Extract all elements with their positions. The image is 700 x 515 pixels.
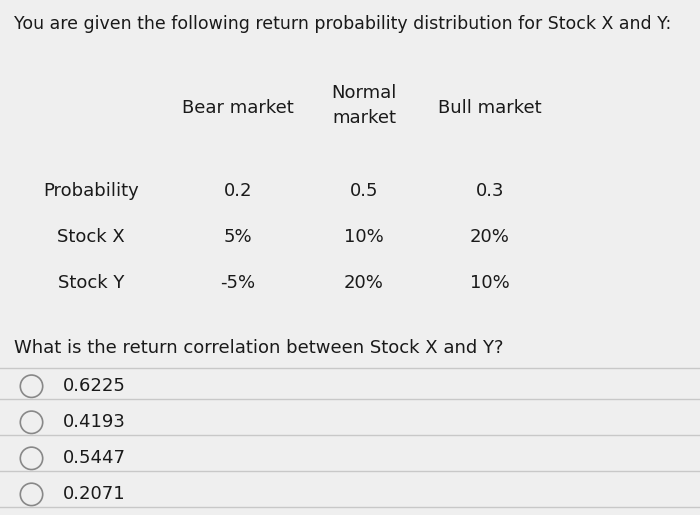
Text: 20%: 20% — [470, 228, 510, 246]
Text: Probability: Probability — [43, 182, 139, 199]
Text: 10%: 10% — [470, 274, 510, 292]
Text: 0.4193: 0.4193 — [63, 414, 126, 431]
Text: 20%: 20% — [344, 274, 384, 292]
Text: 5%: 5% — [224, 228, 252, 246]
Text: 0.5447: 0.5447 — [63, 450, 126, 467]
Text: market: market — [332, 110, 396, 127]
Text: -5%: -5% — [220, 274, 256, 292]
Text: Normal: Normal — [331, 84, 397, 101]
Text: Stock X: Stock X — [57, 228, 125, 246]
Text: 0.5: 0.5 — [350, 182, 378, 199]
Text: 0.2: 0.2 — [224, 182, 252, 199]
Text: 0.3: 0.3 — [476, 182, 504, 199]
Text: 10%: 10% — [344, 228, 384, 246]
Text: Stock Y: Stock Y — [58, 274, 124, 292]
Text: What is the return correlation between Stock X and Y?: What is the return correlation between S… — [14, 339, 503, 356]
Text: Bull market: Bull market — [438, 99, 542, 117]
Text: 0.6225: 0.6225 — [63, 377, 126, 395]
Text: You are given the following return probability distribution for Stock X and Y:: You are given the following return proba… — [14, 15, 671, 33]
Text: 0.2071: 0.2071 — [63, 486, 125, 503]
Text: Bear market: Bear market — [182, 99, 294, 117]
